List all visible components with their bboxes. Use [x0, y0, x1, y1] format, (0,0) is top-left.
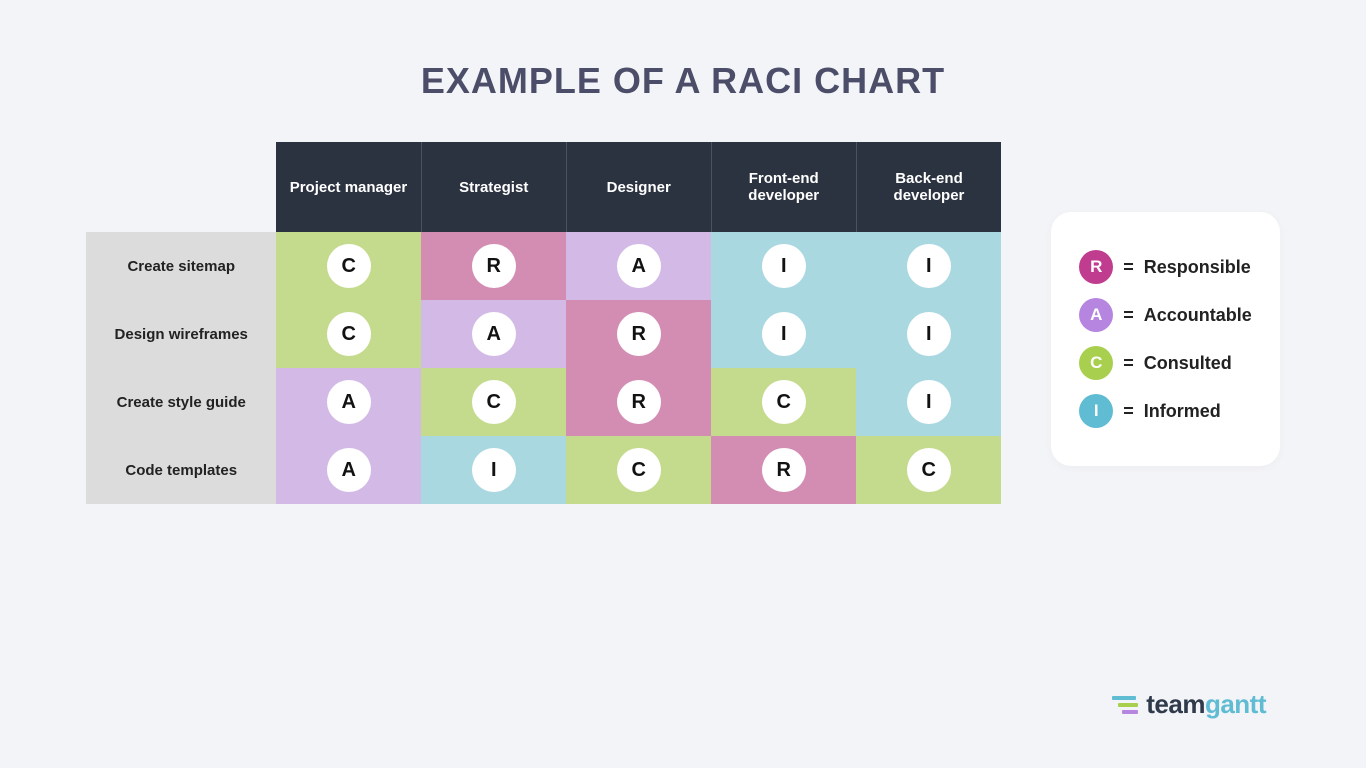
raci-badge: R	[762, 448, 806, 492]
raci-cell: R	[566, 300, 711, 368]
table-row: Create sitemap C R A I I	[86, 232, 1001, 300]
role-header: Front-end developer	[711, 142, 856, 232]
raci-badge: R	[472, 244, 516, 288]
task-label: Create sitemap	[86, 232, 276, 300]
raci-cell: C	[421, 368, 566, 436]
role-header: Designer	[566, 142, 711, 232]
raci-cell: I	[856, 368, 1001, 436]
legend-badge: A	[1079, 298, 1113, 332]
legend-badge: R	[1079, 250, 1113, 284]
brand-bar-icon	[1118, 703, 1138, 707]
brand-bars-icon	[1112, 696, 1138, 714]
raci-cell: I	[856, 232, 1001, 300]
legend-badge: I	[1079, 394, 1113, 428]
raci-cell: C	[711, 368, 856, 436]
raci-cell: A	[276, 368, 421, 436]
raci-cell: I	[421, 436, 566, 504]
legend-row: I = Informed	[1079, 394, 1252, 428]
raci-badge: A	[327, 380, 371, 424]
raci-badge: A	[617, 244, 661, 288]
raci-badge: I	[472, 448, 516, 492]
raci-cell: C	[566, 436, 711, 504]
legend-label: Responsible	[1144, 257, 1251, 278]
raci-cell: I	[711, 300, 856, 368]
raci-badge: A	[327, 448, 371, 492]
raci-cell: I	[711, 232, 856, 300]
raci-table-head: Project managerStrategistDesignerFront-e…	[86, 142, 1001, 232]
role-header: Strategist	[421, 142, 566, 232]
task-label: Create style guide	[86, 368, 276, 436]
raci-badge: C	[327, 312, 371, 356]
raci-badge: C	[617, 448, 661, 492]
raci-badge: I	[762, 312, 806, 356]
raci-legend: R=ResponsibleA=AccountableC=ConsultedI=I…	[1051, 212, 1280, 466]
raci-badge: I	[907, 312, 951, 356]
raci-cell: R	[566, 368, 711, 436]
raci-cell: I	[856, 300, 1001, 368]
legend-badge: C	[1079, 346, 1113, 380]
brand-text: teamgantt	[1146, 689, 1266, 720]
page-title: EXAMPLE OF A RACI CHART	[0, 0, 1366, 142]
raci-badge: C	[762, 380, 806, 424]
legend-row: C = Consulted	[1079, 346, 1252, 380]
brand-logo: teamgantt	[1112, 689, 1266, 720]
table-row: Code templates A I C R C	[86, 436, 1001, 504]
raci-badge: C	[327, 244, 371, 288]
legend-label: Informed	[1144, 401, 1221, 422]
legend-label: Consulted	[1144, 353, 1232, 374]
raci-table-wrap: Project managerStrategistDesignerFront-e…	[86, 142, 1001, 504]
raci-badge: R	[617, 312, 661, 356]
brand-team-text: team	[1146, 689, 1205, 719]
legend-eq: =	[1123, 401, 1134, 422]
role-header: Back-end developer	[856, 142, 1001, 232]
raci-cell: C	[276, 232, 421, 300]
raci-cell: C	[276, 300, 421, 368]
raci-cell: A	[421, 300, 566, 368]
brand-bar-icon	[1122, 710, 1138, 714]
raci-badge: R	[617, 380, 661, 424]
legend-eq: =	[1123, 305, 1134, 326]
legend-row: R = Responsible	[1079, 250, 1252, 284]
raci-cell: A	[566, 232, 711, 300]
table-row: Design wireframes C A R I I	[86, 300, 1001, 368]
legend-eq: =	[1123, 353, 1134, 374]
table-row: Create style guide A C R C I	[86, 368, 1001, 436]
raci-cell: C	[856, 436, 1001, 504]
role-header: Project manager	[276, 142, 421, 232]
raci-table-body: Create sitemapCRAIIDesign wireframesCARI…	[86, 232, 1001, 504]
brand-gantt-text: gantt	[1205, 689, 1266, 719]
raci-badge: I	[762, 244, 806, 288]
raci-table: Project managerStrategistDesignerFront-e…	[86, 142, 1001, 504]
table-blank-corner	[86, 142, 276, 232]
legend-eq: =	[1123, 257, 1134, 278]
raci-badge: C	[472, 380, 516, 424]
task-label: Design wireframes	[86, 300, 276, 368]
raci-badge: C	[907, 448, 951, 492]
task-label: Code templates	[86, 436, 276, 504]
raci-badge: I	[907, 244, 951, 288]
legend-row: A = Accountable	[1079, 298, 1252, 332]
brand-bar-icon	[1112, 696, 1136, 700]
raci-badge: A	[472, 312, 516, 356]
legend-label: Accountable	[1144, 305, 1252, 326]
raci-badge: I	[907, 380, 951, 424]
raci-cell: R	[421, 232, 566, 300]
raci-cell: A	[276, 436, 421, 504]
raci-cell: R	[711, 436, 856, 504]
main-layout: Project managerStrategistDesignerFront-e…	[0, 142, 1366, 504]
